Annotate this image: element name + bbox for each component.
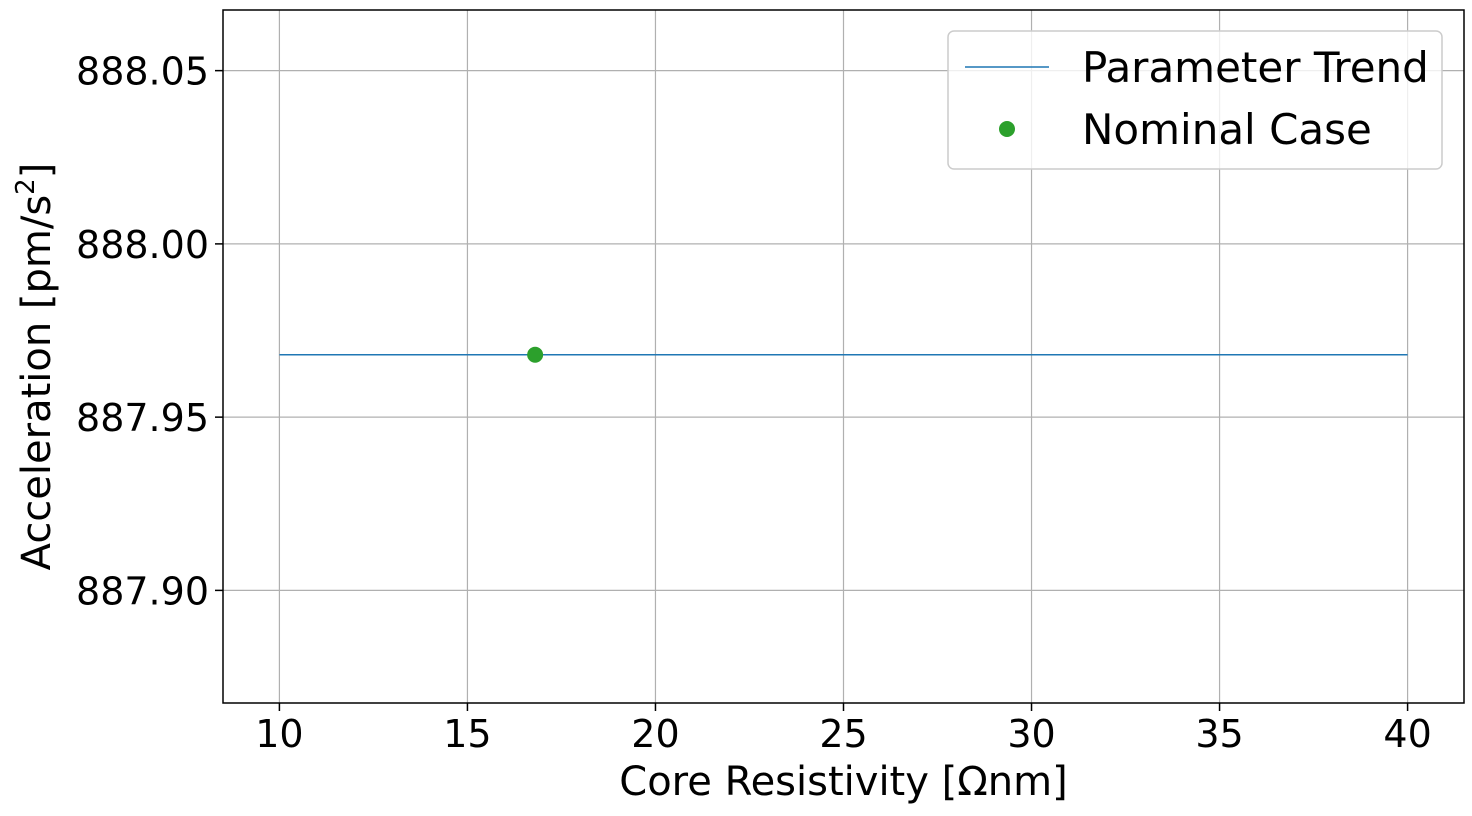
legend-label: Nominal Case bbox=[1082, 105, 1372, 154]
legend-marker-swatch bbox=[999, 121, 1015, 137]
series-layer bbox=[279, 346, 1408, 363]
y-axis-label: Acceleration [pm/s2] bbox=[11, 163, 60, 571]
x-tick-label: 35 bbox=[1195, 712, 1243, 756]
legend-label: Parameter Trend bbox=[1082, 43, 1429, 92]
x-tick-label: 20 bbox=[631, 712, 679, 756]
x-tick-label: 15 bbox=[443, 712, 491, 756]
legend: Parameter Trend Nominal Case bbox=[947, 30, 1443, 170]
y-tick-label: 887.90 bbox=[76, 569, 209, 613]
x-tick-label: 10 bbox=[255, 712, 303, 756]
x-axis-label: Core Resistivity [Ωnm] bbox=[619, 759, 1067, 805]
y-axis-label-end: ] bbox=[14, 163, 60, 179]
x-tick-label: 30 bbox=[1007, 712, 1055, 756]
y-axis-label-main: Acceleration [pm/s bbox=[14, 195, 60, 571]
y-tick-label: 888.05 bbox=[76, 50, 209, 94]
legend-box bbox=[947, 30, 1443, 170]
nominal-case-marker bbox=[527, 346, 544, 363]
x-tick-label: 25 bbox=[819, 712, 867, 756]
ticks: 10 15 20 25 30 35 40 887.90 887.95 888.00 888.05 bbox=[76, 50, 1432, 756]
y-axis-label-superscript: 2 bbox=[11, 178, 41, 195]
x-tick-label: 40 bbox=[1383, 712, 1431, 756]
y-tick-label: 888.00 bbox=[76, 223, 209, 267]
y-tick-label: 887.95 bbox=[76, 396, 209, 440]
